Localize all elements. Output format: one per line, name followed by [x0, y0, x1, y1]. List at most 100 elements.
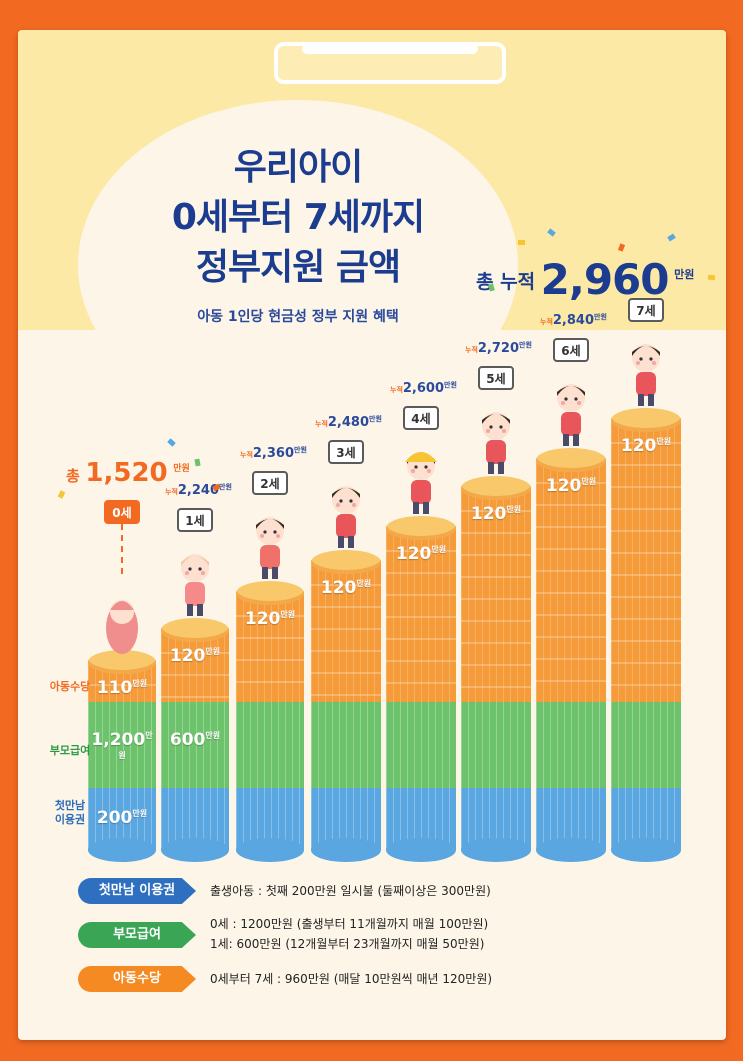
confetti-7: [194, 458, 201, 467]
amount-parent-benefit-1: 600만원: [161, 730, 229, 750]
amount-child-allowance-6: 120만원: [536, 476, 606, 496]
cumulative-prefix: 누적: [240, 451, 253, 459]
cumulative-value: 2,840: [552, 313, 595, 328]
age0-label-connector: [121, 524, 123, 574]
segment-child-allowance: [236, 593, 304, 702]
amount-child-allowance-1: 120만원: [161, 646, 229, 666]
child-figure-1: [173, 542, 217, 620]
age-label-0: 0세: [104, 500, 140, 524]
cumulative-total-4: 누적2,600만원: [390, 380, 457, 396]
stack-bottom-oval: [311, 838, 381, 862]
child-figure-3: [324, 474, 368, 552]
age-label-2: 2세: [252, 471, 288, 495]
child-figure-0: [100, 582, 144, 660]
stack-bottom-oval: [386, 838, 456, 862]
amount-unit: 만원: [581, 477, 597, 486]
amount-value: 120: [244, 609, 281, 629]
coin-stack-0: 110만원 1,200만원 200만원: [88, 650, 156, 862]
cumulative-value: 2,240: [177, 483, 220, 498]
cumulative-prefix: 누적: [165, 488, 178, 496]
amount-value: 1,200: [91, 730, 146, 750]
stack-top-oval: [311, 550, 381, 574]
cumulative-total-3: 누적2,480만원: [315, 414, 382, 430]
stack-bottom-oval: [236, 838, 304, 862]
paper-sheet: 우리아이 0세부터 7세까지 정부지원 금액 아동 1인당 현금성 정부 지원 …: [18, 30, 726, 1040]
confetti-8: [57, 490, 66, 499]
amount-parent-benefit-0: 1,200만원: [88, 730, 156, 770]
amount-child-allowance-5: 120만원: [461, 504, 531, 524]
subtitle: 아동 1인당 현금성 정부 지원 혜택: [197, 309, 399, 325]
age0-total-value: 1,520: [85, 458, 168, 488]
segment-parent-benefit: [311, 702, 381, 788]
amount-unit: 만원: [132, 809, 148, 818]
segment-child-allowance: [386, 528, 456, 702]
amount-child-allowance-4: 120만원: [386, 544, 456, 564]
age-label-4: 4세: [403, 406, 439, 430]
grand-total-label: 총 누적: [476, 271, 536, 293]
amount-unit: 만원: [132, 679, 148, 688]
amount-value: 120: [620, 436, 657, 456]
stack-top-oval: [536, 448, 606, 472]
segment-parent-benefit: [236, 702, 304, 788]
segment-child-allowance: [161, 630, 229, 702]
legend-text-parent-1: 0세 : 1200만원 (출생부터 11개월까지 매월 100만원): [210, 917, 489, 931]
age0-total-unit: 만원: [173, 464, 190, 474]
amount-unit: 만원: [356, 579, 372, 588]
grand-total-unit: 만원: [674, 268, 695, 281]
title-line-2: 0세부터 7세까지: [171, 197, 425, 238]
cumulative-unit: 만원: [594, 313, 607, 321]
amount-unit: 만원: [506, 505, 522, 514]
segment-parent-benefit: [161, 702, 229, 788]
segment-parent-benefit: [88, 702, 156, 788]
cumulative-total-5: 누적2,720만원: [465, 340, 532, 356]
legend-pill-voucher: 첫만남 이용권: [78, 878, 196, 904]
age-label-3: 3세: [328, 440, 364, 464]
side-label-child-allowance: 아동수당: [49, 680, 91, 693]
cumulative-prefix: 누적: [540, 318, 553, 326]
cumulative-unit: 만원: [294, 446, 307, 454]
stack-top-oval: [386, 516, 456, 540]
segment-parent-benefit: [386, 702, 456, 788]
legend-text-voucher: 출생아동 : 첫째 200만원 일시불 (둘째이상은 300만원): [210, 884, 491, 898]
segment-child-allowance: [536, 460, 606, 702]
confetti-6: [167, 438, 176, 447]
amount-value: 600: [169, 730, 206, 750]
stack-bottom-oval: [461, 838, 531, 862]
grand-total: 총 누적 2,960 만원: [476, 255, 694, 304]
clipboard-clip-bar: [302, 44, 478, 54]
age-label-5: 5세: [478, 366, 514, 390]
stack-bottom-oval: [611, 838, 681, 862]
amount-unit: 만원: [205, 647, 221, 656]
age0-total: 총 1,520 만원: [66, 458, 190, 488]
confetti-0: [518, 240, 525, 245]
child-figure-7: [624, 332, 668, 410]
stack-top-oval: [611, 408, 681, 432]
stack-top-oval: [236, 581, 304, 605]
amount-child-allowance-2: 120만원: [236, 609, 304, 629]
cumulative-value: 2,600: [402, 381, 445, 396]
side-label-voucher-1: 첫만남: [54, 799, 86, 812]
legend-pill-parent-benefit: 부모급여: [78, 922, 196, 948]
age-label-1: 1세: [177, 508, 213, 532]
cumulative-value: 2,720: [477, 341, 520, 356]
amount-child-allowance-0: 110만원: [88, 678, 156, 698]
amount-value: 120: [470, 504, 507, 524]
coin-stack-1: 120만원 600만원: [161, 618, 229, 862]
segment-parent-benefit: [536, 702, 606, 788]
cumulative-prefix: 누적: [315, 420, 328, 428]
child-figure-4: [399, 440, 443, 518]
cumulative-unit: 만원: [219, 483, 232, 491]
cumulative-unit: 만원: [519, 341, 532, 349]
amount-value: 120: [169, 646, 206, 666]
cumulative-total-1: 누적2,240만원: [165, 482, 232, 498]
child-figure-2: [248, 505, 292, 583]
stack-top-oval: [461, 476, 531, 500]
segment-child-allowance: [611, 420, 681, 702]
age0-total-label: 총: [66, 467, 80, 485]
coin-stack-2: 120만원: [236, 581, 304, 862]
coin-stack-5: 120만원: [461, 476, 531, 862]
stack-bottom-oval: [88, 838, 156, 862]
cumulative-total-2: 누적2,360만원: [240, 445, 307, 461]
amount-unit: 만원: [280, 610, 296, 619]
